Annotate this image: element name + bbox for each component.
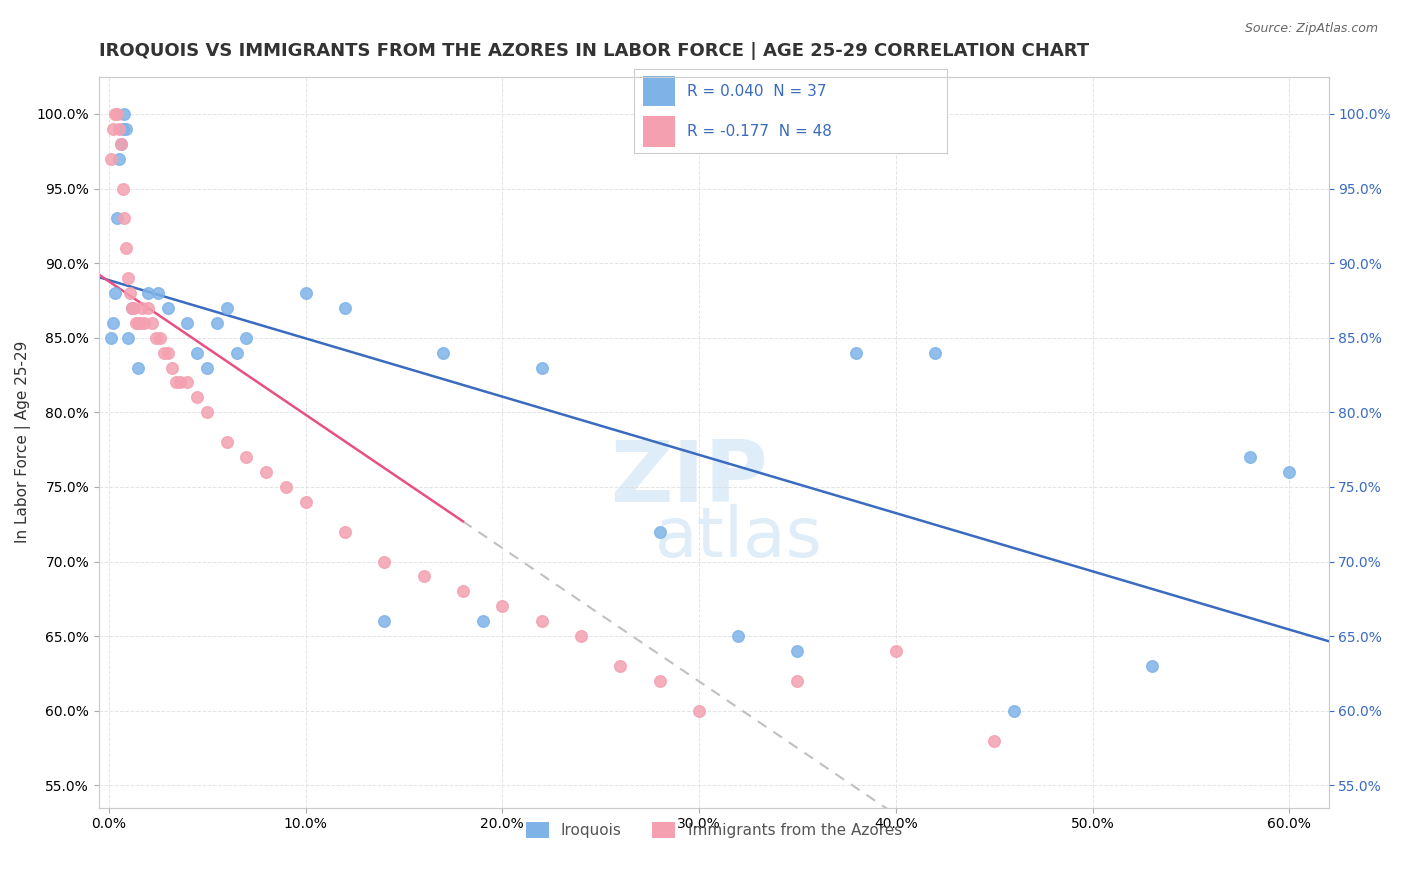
Point bbox=[165, 376, 187, 390]
Point bbox=[105, 211, 128, 226]
Legend: Iroquois, Immigrants from the Azores: Iroquois, Immigrants from the Azores bbox=[520, 816, 908, 844]
Point bbox=[333, 301, 356, 315]
Point bbox=[274, 480, 297, 494]
Point bbox=[107, 152, 129, 166]
Point bbox=[129, 316, 152, 330]
Point bbox=[110, 136, 132, 151]
Point bbox=[111, 181, 134, 195]
Point bbox=[471, 614, 494, 628]
Point bbox=[115, 121, 138, 136]
Point bbox=[1002, 704, 1025, 718]
Point bbox=[149, 331, 172, 345]
Point bbox=[235, 331, 257, 345]
Point bbox=[110, 136, 132, 151]
Point bbox=[491, 599, 513, 614]
Point bbox=[115, 241, 138, 255]
Point bbox=[786, 644, 808, 658]
Point bbox=[205, 316, 228, 330]
Point bbox=[125, 316, 148, 330]
Point bbox=[107, 121, 129, 136]
Point bbox=[134, 316, 156, 330]
Text: atlas: atlas bbox=[654, 504, 823, 571]
Point bbox=[432, 345, 454, 359]
Point bbox=[105, 107, 128, 121]
Point bbox=[609, 659, 631, 673]
Point bbox=[186, 345, 208, 359]
Point bbox=[120, 285, 142, 300]
Point bbox=[131, 301, 153, 315]
Point bbox=[136, 285, 159, 300]
Point bbox=[845, 345, 868, 359]
Text: Source: ZipAtlas.com: Source: ZipAtlas.com bbox=[1244, 22, 1378, 36]
Point bbox=[225, 345, 247, 359]
Point bbox=[141, 316, 163, 330]
Point bbox=[195, 360, 218, 375]
Point bbox=[1140, 659, 1163, 673]
Point bbox=[117, 331, 139, 345]
Point bbox=[176, 316, 198, 330]
Point bbox=[294, 285, 316, 300]
Point bbox=[169, 376, 191, 390]
Point bbox=[104, 285, 127, 300]
Point bbox=[451, 584, 474, 599]
Point bbox=[924, 345, 946, 359]
Point bbox=[160, 360, 183, 375]
Point bbox=[127, 360, 149, 375]
Point bbox=[121, 301, 143, 315]
Point bbox=[145, 331, 167, 345]
Point bbox=[215, 301, 238, 315]
Point bbox=[373, 555, 395, 569]
Y-axis label: In Labor Force | Age 25-29: In Labor Force | Age 25-29 bbox=[15, 341, 31, 543]
Point bbox=[530, 360, 553, 375]
Point bbox=[215, 435, 238, 450]
Point bbox=[1278, 465, 1301, 479]
Point bbox=[117, 271, 139, 285]
Point bbox=[100, 331, 122, 345]
Point bbox=[104, 107, 127, 121]
Point bbox=[111, 121, 134, 136]
Point bbox=[176, 376, 198, 390]
Point bbox=[294, 495, 316, 509]
Point bbox=[100, 152, 122, 166]
Point bbox=[373, 614, 395, 628]
Point bbox=[101, 121, 124, 136]
Point bbox=[114, 211, 136, 226]
Point bbox=[569, 629, 592, 643]
Point bbox=[884, 644, 907, 658]
Point bbox=[156, 345, 179, 359]
Point bbox=[648, 673, 671, 688]
Point bbox=[1239, 450, 1261, 464]
Point bbox=[648, 524, 671, 539]
Point bbox=[688, 704, 710, 718]
Point bbox=[412, 569, 434, 583]
Point bbox=[136, 301, 159, 315]
Point bbox=[983, 733, 1005, 747]
Point bbox=[156, 301, 179, 315]
Point bbox=[124, 301, 146, 315]
Text: ZIP: ZIP bbox=[610, 437, 768, 520]
Point bbox=[114, 107, 136, 121]
Point bbox=[127, 316, 149, 330]
Point bbox=[235, 450, 257, 464]
Point bbox=[727, 629, 749, 643]
Point bbox=[786, 673, 808, 688]
Point bbox=[146, 285, 169, 300]
Point bbox=[186, 391, 208, 405]
Point bbox=[254, 465, 277, 479]
Point bbox=[101, 316, 124, 330]
Point bbox=[530, 614, 553, 628]
Point bbox=[333, 524, 356, 539]
Point bbox=[121, 301, 143, 315]
Point bbox=[195, 405, 218, 419]
Point bbox=[153, 345, 176, 359]
Text: IROQUOIS VS IMMIGRANTS FROM THE AZORES IN LABOR FORCE | AGE 25-29 CORRELATION CH: IROQUOIS VS IMMIGRANTS FROM THE AZORES I… bbox=[98, 42, 1090, 60]
